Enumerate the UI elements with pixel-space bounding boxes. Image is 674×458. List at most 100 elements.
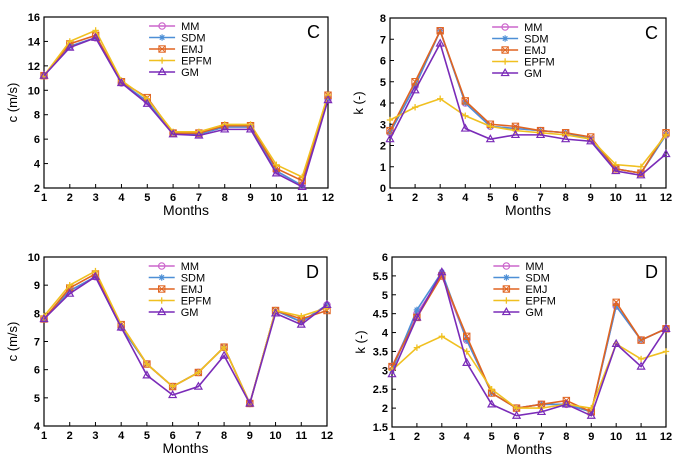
data-point	[462, 357, 472, 366]
y-tick-label: 1.5	[373, 422, 388, 434]
x-tick-label: 5	[489, 431, 495, 443]
y-tick-label: 8	[34, 308, 40, 320]
data-point	[488, 386, 495, 393]
y-tick-label: 8	[380, 13, 386, 25]
legend-marker	[158, 22, 166, 30]
data-point	[662, 348, 670, 355]
data-point	[437, 267, 447, 276]
x-axis-label: Months	[505, 202, 551, 218]
legend-marker	[501, 58, 509, 65]
x-tick-label: 2	[67, 430, 73, 442]
legend-item: SDM	[493, 273, 550, 285]
y-tick-label: 2	[382, 403, 388, 415]
data-point	[611, 338, 621, 348]
x-tick-label: 11	[295, 430, 307, 442]
x-tick-label: 3	[92, 430, 98, 442]
series-gm	[387, 267, 671, 419]
legend-label: EMJ	[524, 45, 546, 57]
legend-item: EPFM	[148, 296, 211, 308]
x-tick-label: 6	[170, 192, 176, 204]
legend-label: SDM	[181, 273, 205, 285]
data-point	[220, 343, 228, 351]
x-tick-label: 4	[118, 192, 125, 204]
data-point	[612, 298, 620, 307]
x-axis-label: Months	[163, 440, 209, 456]
data-point	[637, 336, 645, 344]
x-tick-label: 8	[222, 192, 228, 204]
x-tick-label: 11	[635, 431, 647, 443]
data-point	[535, 129, 546, 139]
legend-item: EMJ	[149, 44, 203, 56]
legend-item: MM	[492, 22, 542, 34]
x-tick-label: 12	[322, 192, 334, 204]
legend-label: EMJ	[525, 284, 547, 296]
data-point	[91, 32, 101, 41]
panel-label: C	[645, 23, 658, 43]
x-tick-label: 4	[462, 192, 469, 204]
legend-label: EMJ	[181, 44, 203, 56]
data-point	[411, 78, 419, 86]
legend-label: GM	[525, 307, 543, 319]
data-point	[92, 27, 99, 34]
data-point	[636, 361, 646, 370]
y-tick-label: 10	[28, 85, 40, 97]
series-line	[389, 28, 667, 175]
y-tick-label: 4	[34, 159, 41, 171]
data-point	[536, 406, 547, 416]
legend-label: SDM	[525, 273, 549, 285]
y-tick-label: 7	[380, 34, 386, 46]
data-point	[245, 124, 256, 133]
y-tick-label: 16	[28, 12, 40, 24]
y-tick-label: 3.5	[373, 346, 388, 358]
data-point	[438, 333, 446, 340]
y-tick-label: 4	[380, 98, 387, 110]
legend-label: GM	[181, 67, 199, 79]
legend-item: SDM	[149, 33, 206, 45]
legend-label: EPFM	[524, 57, 555, 69]
legend-marker	[500, 67, 510, 77]
series-line	[391, 269, 667, 417]
x-tick-label: 8	[221, 430, 227, 442]
data-point	[487, 123, 494, 130]
y-tick-label: 10	[28, 252, 40, 264]
legend-label: EPFM	[525, 296, 556, 308]
data-point	[510, 129, 521, 139]
x-tick-label: 2	[67, 192, 73, 204]
y-tick-label: 14	[28, 36, 41, 48]
legend-label: SDM	[181, 33, 205, 45]
x-tick-label: 1	[389, 431, 395, 443]
panel-label: D	[306, 262, 319, 282]
legend-label: MM	[181, 21, 199, 33]
legend-label: SDM	[524, 34, 548, 46]
x-tick-label: 7	[196, 192, 202, 204]
legend-label: MM	[525, 261, 543, 273]
data-point	[435, 38, 445, 47]
x-tick-label: 4	[464, 431, 471, 443]
series-line	[43, 34, 329, 182]
legend-item: EMJ	[492, 45, 546, 57]
legend-label: MM	[524, 22, 542, 34]
x-tick-label: 3	[439, 431, 445, 443]
data-point	[410, 85, 420, 94]
x-tick-label: 2	[414, 431, 420, 443]
legend-item: EMJ	[148, 284, 203, 296]
x-axis-label: Months	[163, 202, 209, 218]
x-tick-label: 9	[588, 431, 594, 443]
data-point	[637, 355, 645, 363]
x-tick-label: 10	[270, 192, 282, 204]
series-line	[391, 335, 667, 409]
legend-marker	[158, 34, 166, 41]
data-point	[297, 181, 307, 190]
legend-marker	[501, 306, 512, 316]
data-point	[245, 398, 255, 407]
legend-item: EPFM	[493, 296, 556, 308]
x-tick-label: 1	[41, 430, 47, 442]
y-tick-label: 3	[380, 119, 386, 131]
x-tick-label: 5	[487, 192, 493, 204]
legend-marker	[157, 262, 166, 270]
x-tick-label: 11	[296, 192, 308, 204]
